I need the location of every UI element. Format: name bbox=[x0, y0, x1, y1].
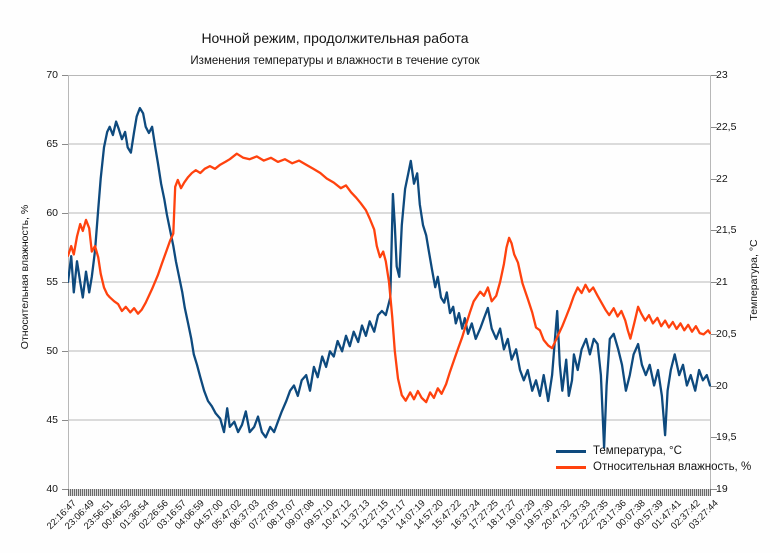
axis-tick bbox=[711, 126, 717, 128]
legend-label-temperature: Температура, °C bbox=[593, 445, 682, 457]
legend-item-temperature: Температура, °C bbox=[556, 443, 751, 459]
chart-subtitle: Изменения температуры и влажности в тече… bbox=[190, 55, 480, 67]
right-axis-tick-label: 21,5 bbox=[716, 224, 737, 237]
left-axis-tick-label: 55 bbox=[46, 276, 58, 288]
chart-title: Ночной режим, продолжительная работа bbox=[201, 30, 469, 46]
axis-tick bbox=[62, 213, 68, 214]
temperature-line bbox=[68, 106, 711, 449]
axis-tick bbox=[62, 420, 68, 421]
left-axis-title: Относительная влажность, % bbox=[19, 204, 31, 350]
axis-tick bbox=[711, 385, 717, 387]
left-axis-tick-label: 40 bbox=[46, 483, 58, 495]
legend: Температура, °C Относительная влажность,… bbox=[556, 443, 751, 475]
axis-tick bbox=[711, 75, 717, 76]
right-axis-tick-label: 20,5 bbox=[716, 327, 737, 340]
right-axis-tick-label: 19,5 bbox=[716, 431, 737, 444]
axis-tick bbox=[711, 437, 717, 439]
axis-tick bbox=[711, 282, 717, 283]
axis-tick bbox=[62, 75, 68, 76]
axis-tick bbox=[711, 230, 717, 232]
axis-tick bbox=[711, 178, 717, 180]
left-axis-tick-label: 65 bbox=[46, 138, 58, 150]
right-axis-tick-label: 22 bbox=[716, 172, 728, 185]
right-axis-tick-label: 23 bbox=[716, 69, 728, 81]
right-axis-tick-label: 20 bbox=[716, 379, 728, 392]
axis-tick bbox=[711, 489, 717, 490]
left-axis-tick-label: 60 bbox=[46, 207, 58, 219]
right-axis-tick-label: 21 bbox=[716, 276, 728, 288]
right-axis-tick-label: 22,5 bbox=[716, 120, 737, 133]
legend-label-humidity: Относительная влажность, % bbox=[593, 461, 752, 473]
axis-tick bbox=[62, 351, 68, 352]
x-axis-minor-ticks bbox=[68, 489, 711, 496]
right-axis-tick-label: 19 bbox=[716, 483, 728, 495]
axis-tick bbox=[711, 333, 717, 335]
legend-item-humidity: Относительная влажность, % bbox=[556, 459, 751, 475]
plot-area bbox=[68, 75, 711, 490]
left-axis-tick-label: 50 bbox=[46, 345, 58, 357]
humidity-line-swatch bbox=[556, 465, 586, 469]
axis-tick bbox=[62, 282, 68, 283]
axis-tick bbox=[62, 489, 68, 490]
humidity-line bbox=[68, 152, 711, 404]
right-axis-title: Температура, °C bbox=[748, 239, 760, 321]
axis-tick bbox=[62, 144, 68, 145]
left-axis-tick-label: 70 bbox=[46, 69, 58, 81]
temperature-line-swatch bbox=[556, 449, 586, 453]
left-axis-tick-label: 45 bbox=[46, 414, 58, 426]
